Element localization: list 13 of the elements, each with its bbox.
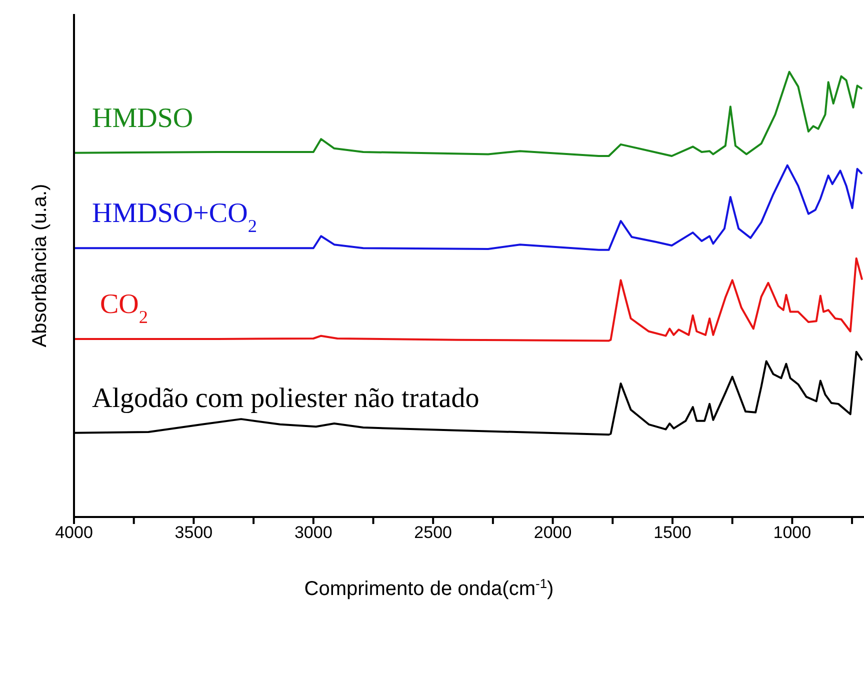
x-tick-label: 2500 — [414, 523, 452, 542]
x-tick-label: 1500 — [654, 523, 692, 542]
series-label: CO$_{2}$ — [100, 288, 148, 327]
series-label: HMDSO — [92, 102, 194, 134]
x-tick-label: 4000 — [55, 523, 93, 542]
series-label: Algodão com poliester não tratado — [92, 382, 480, 414]
x-tick-label: 3000 — [294, 523, 332, 542]
x-tick-label: 3500 — [174, 523, 213, 542]
series-label: HMDSO+CO$_{2}$ — [92, 198, 257, 236]
x-tick-label: 1000 — [773, 523, 812, 542]
y-axis-title: Absorbância (u.a.) — [29, 184, 51, 348]
x-tick-label: 2000 — [534, 523, 572, 542]
x-axis-title: Comprimento de onda(cm$^{-1}$) — [304, 576, 554, 600]
